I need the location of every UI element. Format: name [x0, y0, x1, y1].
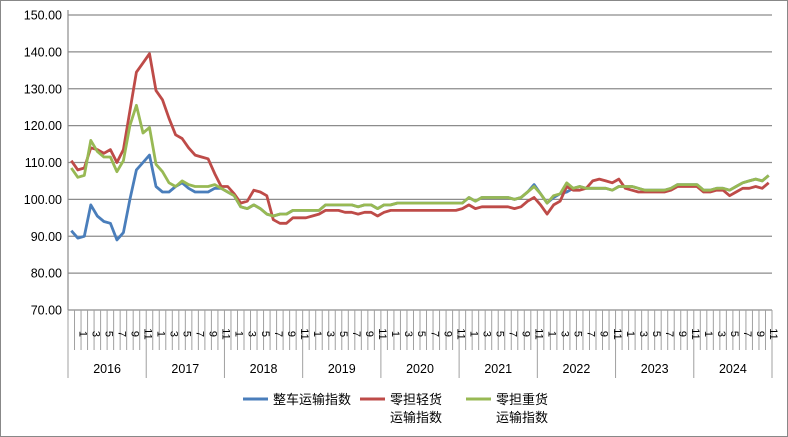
- x-tick-label: 7: [741, 331, 753, 337]
- x-tick-label: 1: [624, 331, 636, 337]
- x-tick-label: 5: [572, 331, 584, 337]
- x-tick-label: 5: [102, 331, 114, 337]
- legend-label: 零担重货: [496, 392, 548, 408]
- year-label: 2023: [641, 362, 669, 376]
- x-tick-label: 9: [207, 331, 219, 337]
- x-tick-label: 11: [454, 328, 466, 339]
- x-tick-label: 11: [298, 328, 310, 339]
- x-tick-label: 11: [141, 328, 153, 339]
- legend-label: 运输指数: [390, 410, 442, 426]
- year-label: 2021: [484, 362, 512, 376]
- x-tick-label: 7: [115, 331, 127, 337]
- y-tick-label: 100.00: [24, 193, 62, 207]
- x-tick-label: 3: [89, 331, 101, 337]
- y-tick-label: 150.00: [24, 9, 62, 23]
- x-tick-label: 7: [350, 331, 362, 337]
- x-tick-label: 7: [506, 331, 518, 337]
- x-tick-label: 9: [128, 331, 140, 337]
- x-tick-label: 9: [598, 331, 610, 337]
- series-line-1: [70, 153, 770, 242]
- x-tick-label: 1: [546, 331, 558, 337]
- y-tick-label: 130.00: [24, 82, 62, 96]
- x-tick-label: 11: [611, 328, 623, 339]
- x-tick-label: 5: [728, 331, 740, 337]
- x-tick-label: 3: [715, 331, 727, 337]
- y-tick-label: 80.00: [31, 267, 62, 281]
- x-tick-label: 1: [76, 331, 88, 337]
- x-tick-label: 5: [650, 331, 662, 337]
- x-tick-label: 11: [220, 328, 232, 339]
- year-label: 2016: [93, 362, 121, 376]
- x-tick-label: 3: [559, 331, 571, 337]
- x-tick-label: 1: [311, 331, 323, 337]
- x-tick-label: 9: [441, 331, 453, 337]
- x-tick-label: 5: [493, 331, 505, 337]
- x-tick-label: 7: [585, 331, 597, 337]
- x-tick-label: 1: [702, 331, 714, 337]
- x-tick-label: 9: [754, 331, 766, 337]
- legend-label: 零担轻货: [390, 392, 442, 408]
- x-tick-label: 5: [337, 331, 349, 337]
- x-tick-label: 3: [168, 331, 180, 337]
- x-tick-label: 3: [480, 331, 492, 337]
- y-tick-label: 90.00: [31, 230, 62, 244]
- x-tick-label: 7: [663, 331, 675, 337]
- legend-label: 运输指数: [496, 410, 548, 426]
- x-tick-label: 3: [637, 331, 649, 337]
- x-tick-label: 11: [533, 328, 545, 339]
- x-tick-label: 7: [272, 331, 284, 337]
- x-tick-label: 5: [415, 331, 427, 337]
- x-tick-label: 5: [259, 331, 271, 337]
- year-label: 2020: [406, 362, 434, 376]
- year-label: 2018: [250, 362, 278, 376]
- y-tick-label: 110.00: [25, 156, 62, 170]
- series-line-3: [70, 103, 770, 218]
- year-label: 2024: [719, 362, 747, 376]
- x-tick-label: 11: [767, 328, 779, 339]
- x-tick-label: 11: [689, 328, 701, 339]
- x-tick-label: 3: [246, 331, 258, 337]
- x-tick-label: 1: [467, 331, 479, 337]
- x-tick-label: 9: [363, 331, 375, 337]
- year-label: 2022: [563, 362, 591, 376]
- year-label: 2019: [328, 362, 356, 376]
- x-tick-label: 11: [376, 328, 388, 339]
- y-tick-label: 120.00: [24, 119, 62, 133]
- x-tick-label: 3: [324, 331, 336, 337]
- x-tick-label: 7: [194, 331, 206, 337]
- year-label: 2017: [171, 362, 199, 376]
- x-tick-label: 9: [676, 331, 688, 337]
- legend-label: 整车运输指数: [273, 392, 351, 408]
- y-tick-label: 70.00: [31, 304, 62, 318]
- x-tick-label: 5: [181, 331, 193, 337]
- x-tick-label: 9: [520, 331, 532, 337]
- x-tick-label: 7: [428, 331, 440, 337]
- x-tick-label: 1: [233, 331, 245, 337]
- x-tick-label: 1: [389, 331, 401, 337]
- series-line-2: [70, 52, 770, 225]
- y-tick-label: 140.00: [24, 45, 62, 59]
- x-tick-label: 9: [285, 331, 297, 337]
- x-tick-label: 1: [154, 331, 166, 337]
- x-tick-label: 3: [402, 331, 414, 337]
